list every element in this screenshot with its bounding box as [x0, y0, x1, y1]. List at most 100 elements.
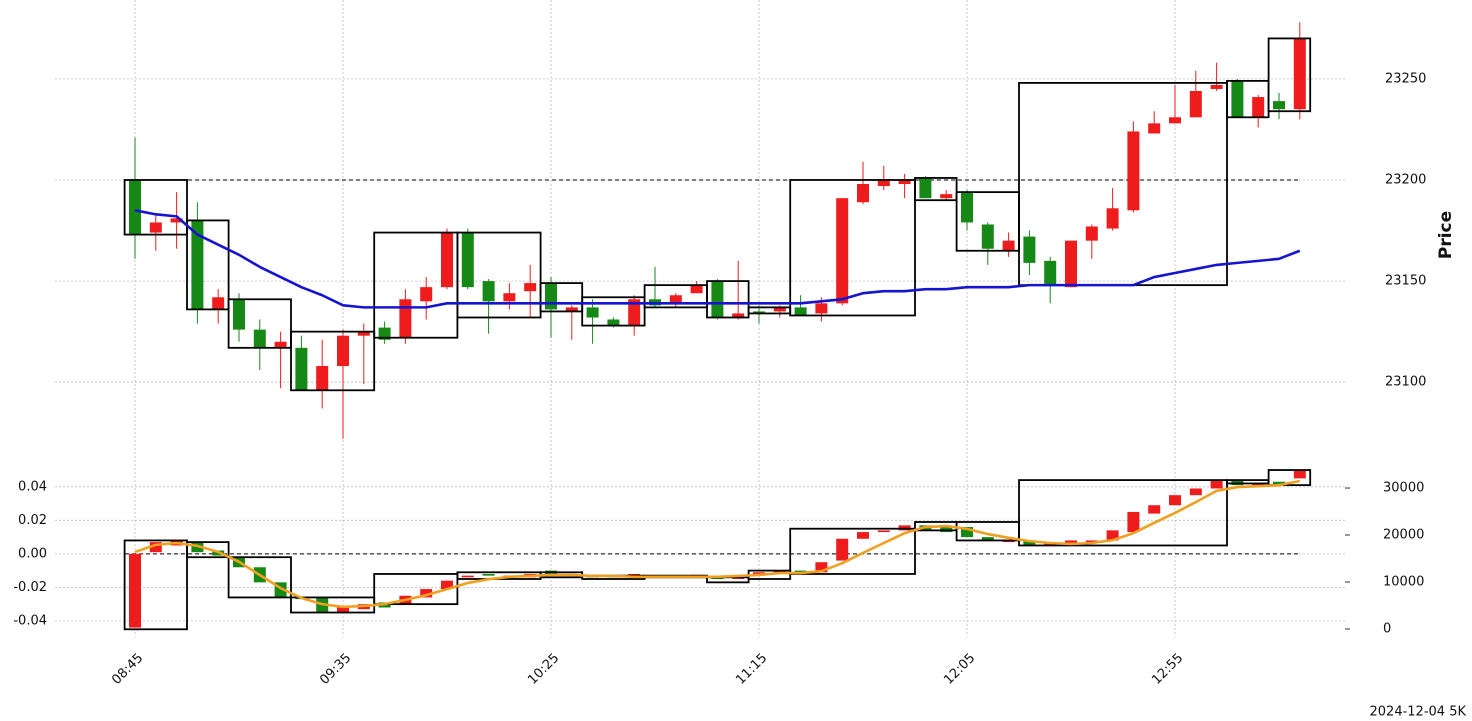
- range-box: [706, 280, 750, 319]
- candle-body: [773, 307, 786, 312]
- candle-body: [149, 222, 162, 233]
- y-tick-label: 23250: [1385, 71, 1426, 86]
- candle-body: [1085, 540, 1098, 543]
- candle-body: [815, 303, 828, 314]
- x-tick-label: 10:25: [525, 651, 562, 688]
- candle-body: [877, 179, 890, 187]
- y-axis-label: Price: [1436, 211, 1456, 259]
- candle-body: [1169, 495, 1181, 506]
- y-tick-label: 23200: [1385, 172, 1426, 187]
- x-tick-label: 12:55: [1149, 651, 1186, 688]
- candle-body: [836, 538, 849, 561]
- candle-body: [1106, 208, 1119, 229]
- candle-body: [732, 313, 745, 318]
- candle-body: [815, 562, 828, 573]
- candle-body: [1189, 488, 1202, 496]
- candle-body: [503, 293, 516, 302]
- indicator-line: [134, 479, 1301, 609]
- candle-body: [669, 295, 682, 304]
- y2-tick-label: 30000: [1383, 481, 1424, 496]
- candle-body: [919, 177, 932, 199]
- candle-body: [981, 224, 994, 249]
- y-tick-label: 0.04: [18, 479, 47, 494]
- x-tick-label: 09:35: [317, 651, 354, 688]
- candle-body: [794, 307, 807, 316]
- candle-body: [961, 527, 973, 538]
- candle-body: [1231, 80, 1244, 118]
- candle-body: [857, 184, 869, 203]
- candle-body: [1293, 38, 1306, 110]
- candle-body: [981, 537, 994, 541]
- range-box: [456, 231, 542, 319]
- candle-body: [420, 287, 433, 302]
- range-box: [227, 298, 292, 349]
- candle-body: [461, 575, 474, 578]
- candle-body: [170, 218, 183, 223]
- candle-body: [1273, 101, 1285, 110]
- candle-body: [420, 589, 433, 598]
- range-box: [789, 179, 916, 317]
- candle-body: [961, 192, 973, 223]
- candle-body: [898, 179, 911, 185]
- y2-tick-label: 0: [1383, 622, 1391, 637]
- candle-body: [1293, 470, 1306, 479]
- footer: 2024-12-04 5K: [1370, 705, 1467, 720]
- candle-body: [295, 347, 308, 391]
- y-tick-label: 0.02: [18, 513, 47, 528]
- candle-body: [191, 220, 204, 310]
- candle-body: [836, 198, 849, 304]
- range-box: [373, 573, 459, 606]
- candle-body: [129, 553, 141, 628]
- range-box: [123, 179, 188, 236]
- range-box: [123, 539, 188, 631]
- candle-body: [1169, 117, 1181, 124]
- candle-body: [482, 281, 495, 302]
- candle-body: [1065, 240, 1077, 288]
- candle-body: [212, 297, 225, 310]
- range-box: [914, 177, 958, 202]
- range-box: [581, 296, 646, 327]
- y2-tick-label: 10000: [1383, 575, 1424, 590]
- candle-body: [1148, 505, 1161, 514]
- candle-body: [1189, 91, 1202, 118]
- candle-body: [1210, 84, 1223, 89]
- indicator-line: [134, 209, 1301, 309]
- candle-body: [441, 580, 453, 590]
- candle-body: [253, 329, 266, 348]
- candle-body: [1085, 226, 1098, 241]
- y-tick-label: 0.00: [18, 546, 47, 561]
- candle-body: [753, 311, 765, 314]
- range-box: [186, 219, 230, 311]
- candle-body: [940, 194, 953, 199]
- candle-body: [337, 605, 349, 613]
- candle-body: [337, 335, 349, 367]
- candle-body: [316, 366, 329, 391]
- range-box: [290, 330, 376, 392]
- range-box: [1267, 469, 1312, 487]
- range-box: [186, 541, 230, 559]
- candle-body: [1065, 540, 1077, 544]
- candle-body: [399, 299, 412, 338]
- candle-body: [129, 179, 141, 235]
- candle-body: [1148, 123, 1161, 134]
- y-tick-label: 23100: [1385, 375, 1426, 390]
- candle-body: [586, 307, 599, 318]
- candle-body: [1273, 481, 1285, 486]
- candle-body: [378, 327, 391, 340]
- candle-body: [545, 283, 557, 310]
- range-box: [789, 527, 916, 575]
- y-tick-label: 23150: [1385, 274, 1426, 289]
- candle-body: [441, 232, 453, 288]
- candle-body: [524, 283, 537, 292]
- candle-body: [607, 319, 620, 326]
- candle-body: [1127, 131, 1140, 211]
- candle-body: [877, 530, 890, 533]
- candle-body: [149, 542, 162, 553]
- candle-body: [274, 341, 287, 348]
- candle-body: [1044, 260, 1057, 286]
- candle-body: [690, 285, 703, 294]
- candle-body: [857, 532, 869, 539]
- candle-body: [1252, 97, 1265, 118]
- x-tick-label: 12:05: [941, 651, 978, 688]
